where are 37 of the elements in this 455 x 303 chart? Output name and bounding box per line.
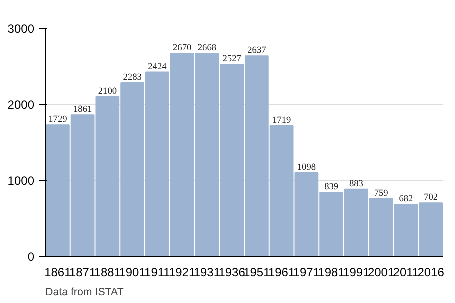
x-tick-label: 2011 (393, 266, 420, 280)
x-tick-label: 1991 (343, 266, 370, 280)
data-label: 2424 (148, 62, 168, 72)
y-tick-label: 0 (28, 250, 35, 264)
x-tick-label: 1901 (119, 266, 146, 280)
x-tick-label: 1951 (244, 266, 271, 280)
x-tick-label: 2001 (368, 266, 395, 280)
x-tick-label: 1881 (94, 266, 122, 280)
x-tick-label: 1981 (318, 266, 346, 280)
y-tick-label: 3000 (8, 22, 35, 36)
data-label: 2637 (248, 46, 267, 56)
text: Data from ISTAT (46, 286, 124, 298)
data-label: 839 (324, 182, 339, 193)
data-label: 2100 (98, 86, 118, 97)
data-label: 1861 (73, 105, 92, 116)
data-label: 2283 (123, 72, 142, 83)
x-tick-label: 1861 (44, 266, 72, 280)
data-label: 2668 (198, 44, 217, 54)
x-tick-label: 2016 (418, 266, 445, 280)
data-label: 2527 (222, 54, 242, 64)
y-tick-label: 1000 (8, 174, 35, 188)
y-tick-label: 2000 (8, 98, 35, 112)
data-label: 1719 (272, 116, 292, 126)
data-label: 883 (349, 179, 364, 190)
data-label: 1098 (297, 163, 316, 174)
data-label: 2670 (172, 44, 192, 54)
x-tick-label: 1921 (168, 266, 196, 280)
x-tick-label: 1936 (218, 266, 246, 280)
x-tick-label: 1911 (144, 266, 171, 280)
x-tick-label: 1931 (194, 266, 221, 280)
x-tick-label: 1871 (69, 266, 96, 280)
x-tick-label: 1961 (268, 266, 296, 280)
data-label: 1729 (48, 115, 68, 126)
data-label: 759 (374, 188, 389, 199)
x-tick-label: 1971 (293, 266, 320, 280)
data-label: 702 (424, 193, 438, 204)
data-label: 682 (399, 194, 414, 205)
